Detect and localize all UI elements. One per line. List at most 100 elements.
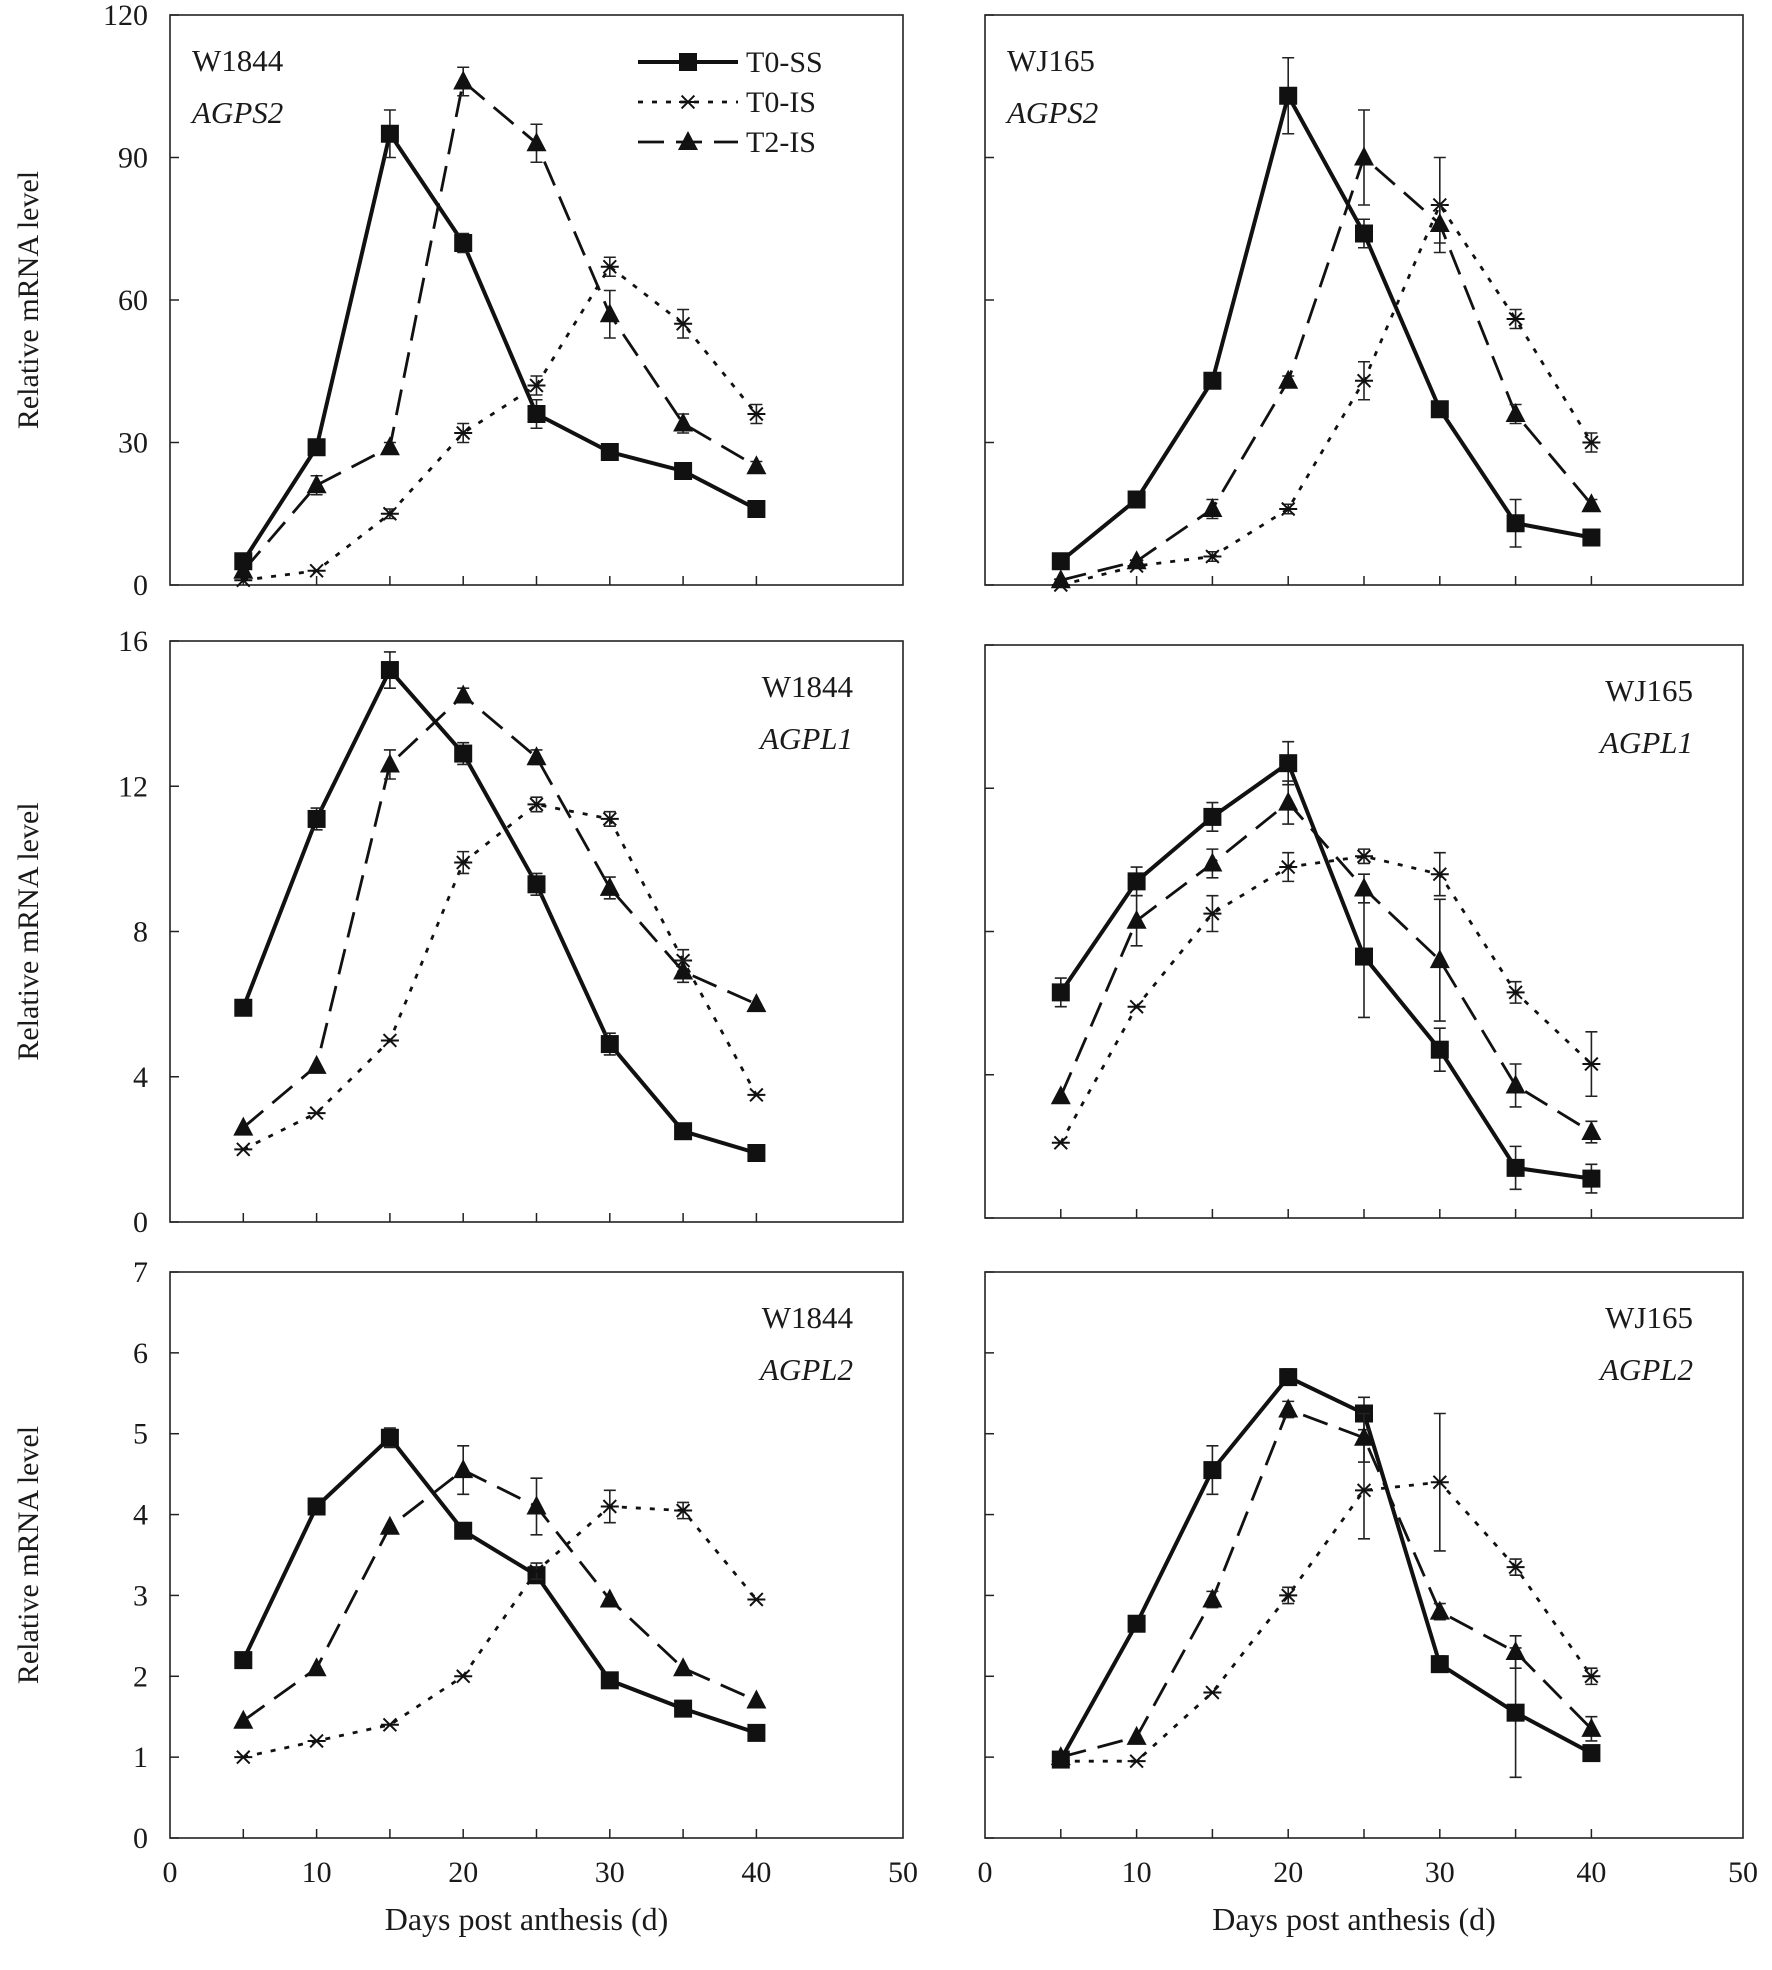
cultivar-label: WJ165 [1605, 673, 1693, 708]
panel-wj165-agpl1: WJ165 AGPL1 [984, 644, 1744, 1219]
data-point [1278, 369, 1299, 389]
x-axis-title: Days post anthesis (d) [385, 1901, 669, 1937]
data-point [1278, 1398, 1299, 1418]
data-point [527, 378, 546, 393]
data-point [1430, 1040, 1449, 1059]
series-t0-is [234, 1489, 766, 1765]
y-tick-label: 90 [118, 142, 148, 175]
series-line [1059, 93, 1592, 563]
x-tick-label: 40 [1576, 1856, 1606, 1889]
data-point [527, 797, 546, 812]
data-point [600, 1035, 619, 1054]
data-point [600, 443, 619, 461]
x-tick-label: 0 [978, 1856, 993, 1889]
y-tick-label: 7 [133, 1256, 148, 1289]
data-point [1355, 947, 1373, 966]
data-point [1202, 498, 1223, 517]
data-point [1127, 1754, 1146, 1769]
gene-label: AGPS2 [190, 95, 283, 130]
data-point [1581, 1717, 1602, 1737]
series-t0-ss [1051, 740, 1601, 1194]
data-point [600, 811, 619, 827]
data-point [674, 1699, 693, 1718]
y-tick-label: 4 [133, 1499, 148, 1532]
data-point [1354, 877, 1374, 897]
x-tick-label: 10 [302, 1856, 332, 1889]
series-t2-is [233, 1445, 767, 1729]
data-point [747, 1592, 766, 1607]
gene-label: AGPL1 [758, 721, 853, 756]
data-point [600, 1671, 619, 1690]
y-tick-label: 120 [103, 0, 148, 32]
data-point [1126, 1725, 1147, 1745]
data-point [1127, 872, 1146, 891]
data-point [1355, 224, 1373, 243]
series-line [1059, 1375, 1593, 1761]
data-point [747, 500, 766, 518]
series-line [242, 1468, 757, 1722]
data-point [1126, 550, 1147, 570]
data-point [306, 474, 327, 494]
cultivar-label: W1844 [192, 43, 284, 78]
series-t2-is [1050, 109, 1602, 589]
panel-wj165-agpl2: 0 10 20 30 40 50 Days post anthesis (d) WJ165 AG… [978, 1271, 1758, 1937]
data-point [599, 876, 620, 896]
y-tick-label: 2 [133, 1660, 148, 1693]
data-point [1355, 1483, 1373, 1498]
data-point [747, 1144, 766, 1163]
series-line [1060, 1408, 1593, 1759]
data-point [747, 1723, 766, 1742]
legend-marker [679, 53, 697, 71]
data-point [1279, 86, 1298, 105]
data-point [1203, 1685, 1222, 1700]
data-point [234, 1142, 253, 1157]
data-point [1050, 569, 1071, 589]
data-point [1429, 213, 1450, 232]
x-tick-label: 30 [1425, 1856, 1455, 1889]
series-t2-is [233, 66, 767, 579]
data-point [527, 1564, 546, 1579]
data-point [234, 998, 253, 1017]
series-line [242, 80, 758, 572]
series-line [242, 1505, 758, 1759]
data-point [1430, 1655, 1449, 1674]
data-point [453, 684, 474, 704]
data-point [1505, 403, 1526, 422]
panel-wj165-agps2: WJ165 AGPS2 [984, 14, 1744, 593]
data-point [1505, 1074, 1526, 1094]
panel-w1844-agpl1: 0 4 8 12 16 Relative mRNA level W1844 AGPL1 [12, 625, 904, 1239]
series-t0-ss [1051, 1368, 1601, 1779]
data-point [1279, 754, 1298, 773]
data-point [1127, 490, 1146, 509]
data-point [380, 506, 399, 521]
data-point [1506, 1703, 1525, 1722]
data-point [1279, 859, 1298, 875]
data-point [673, 412, 694, 432]
legend: T0-SS T0-IS T2-IS [638, 46, 823, 159]
x-tick-label: 10 [1122, 1856, 1152, 1889]
series-line [1059, 761, 1592, 1181]
data-point [1354, 1426, 1374, 1446]
data-point [1582, 1169, 1601, 1188]
data-point [307, 563, 326, 578]
y-tick-label: 12 [118, 770, 148, 803]
data-point [1051, 983, 1070, 1002]
data-point [380, 1033, 399, 1048]
legend-label: T2-IS [746, 126, 816, 159]
data-point [1203, 371, 1222, 390]
series-t2-is [233, 684, 767, 1136]
data-point [674, 462, 693, 480]
data-point [1202, 1588, 1223, 1608]
x-tick-label: 40 [741, 1856, 771, 1889]
data-point [1202, 852, 1223, 872]
data-point [1354, 146, 1374, 166]
data-point [1050, 1085, 1071, 1105]
data-point [454, 744, 473, 763]
series-t0-ss [234, 651, 766, 1163]
data-point [306, 1657, 327, 1677]
y-tick-label: 0 [133, 569, 148, 602]
data-point [454, 425, 473, 441]
data-point [454, 1669, 473, 1684]
data-point [1582, 1669, 1601, 1684]
